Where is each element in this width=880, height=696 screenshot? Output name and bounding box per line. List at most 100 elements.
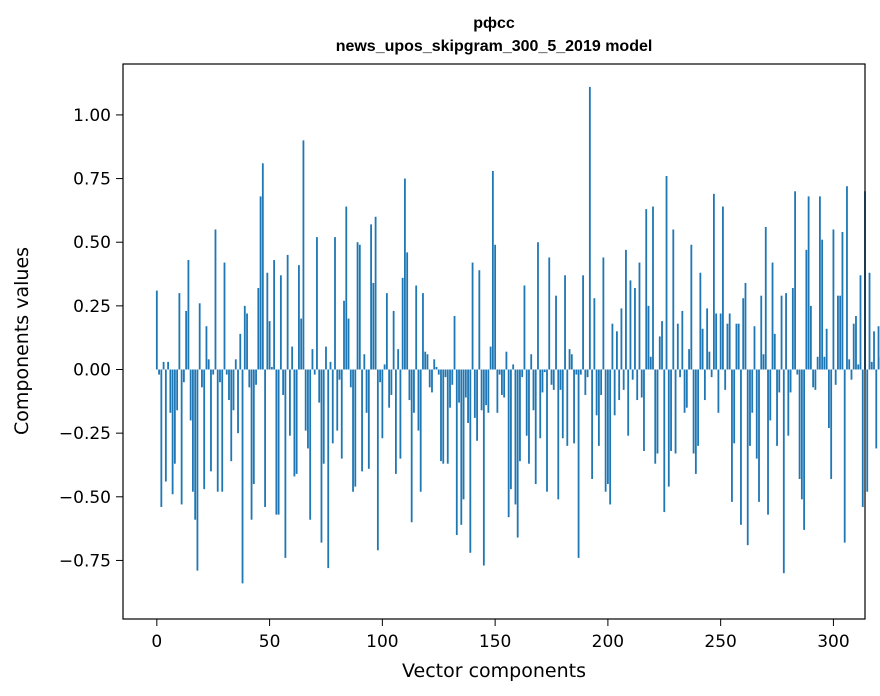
bar: [742, 298, 745, 370]
bar: [735, 323, 738, 370]
y-tick-label: 0.75: [73, 170, 111, 190]
bar: [336, 369, 339, 431]
bar: [557, 369, 560, 500]
bar: [331, 369, 334, 444]
bar: [837, 295, 839, 370]
bar: [282, 369, 285, 395]
bar: [428, 369, 431, 388]
bar: [288, 369, 291, 436]
bar: [600, 369, 603, 395]
bar: [643, 369, 645, 451]
bar: [462, 369, 465, 500]
bar: [327, 369, 330, 569]
bar: [834, 369, 837, 385]
bar: [852, 323, 855, 370]
bar: [419, 369, 422, 492]
bar: [207, 359, 210, 370]
bar: [541, 369, 544, 393]
bar: [791, 288, 794, 370]
bar: [561, 369, 564, 439]
bar: [404, 178, 406, 370]
bar: [606, 369, 609, 485]
bar: [622, 369, 625, 390]
bar: [385, 293, 388, 370]
bar: [298, 265, 300, 370]
bar: [539, 369, 542, 439]
bar: [340, 369, 343, 459]
bar: [192, 369, 194, 492]
bar: [805, 249, 808, 370]
bar: [266, 272, 269, 370]
bar: [719, 313, 722, 370]
bar: [464, 369, 467, 398]
bar: [505, 351, 508, 370]
bar: [164, 369, 167, 482]
bar: [381, 369, 384, 439]
bar: [401, 277, 404, 370]
bar: [712, 193, 715, 370]
bar: [629, 280, 632, 370]
bar: [435, 366, 438, 370]
bar: [320, 369, 323, 543]
bar: [176, 369, 179, 411]
bar: [564, 275, 566, 370]
bar: [688, 349, 690, 370]
bar: [158, 369, 160, 375]
bar: [868, 272, 871, 370]
bar: [523, 285, 526, 370]
bar: [372, 282, 375, 370]
bar: [487, 369, 490, 413]
bar: [216, 369, 219, 492]
bar: [785, 293, 787, 370]
chart-title: рфсс: [473, 15, 515, 32]
bar: [828, 369, 830, 429]
bar: [196, 369, 199, 571]
bar: [449, 369, 451, 408]
bar: [318, 369, 321, 403]
bar: [649, 356, 652, 370]
bar: [593, 298, 596, 370]
bar: [525, 369, 528, 436]
bar: [701, 328, 704, 370]
bar: [575, 369, 578, 375]
bar: [185, 310, 188, 370]
bar: [803, 369, 806, 530]
bar: [771, 262, 774, 370]
bar: [611, 323, 614, 370]
bar: [638, 262, 641, 370]
bar: [361, 369, 363, 472]
bar: [408, 369, 411, 401]
bar: [710, 369, 713, 378]
bar: [588, 86, 591, 370]
y-tick-label: −0.50: [59, 488, 111, 508]
bar: [577, 369, 580, 558]
bar: [234, 359, 237, 370]
bar: [722, 206, 724, 370]
bar: [413, 369, 415, 413]
bar: [406, 252, 409, 370]
bar: [690, 244, 693, 370]
bar: [586, 369, 589, 378]
bar: [776, 369, 778, 446]
bar: [367, 369, 370, 469]
bar: [388, 369, 391, 408]
bar: [246, 313, 248, 370]
bar: [773, 333, 776, 370]
bar: [358, 244, 361, 370]
bar: [243, 305, 246, 370]
bar: [248, 369, 251, 388]
bar: [866, 369, 869, 492]
bar: [800, 369, 803, 500]
bar: [676, 323, 679, 370]
bar: [550, 369, 553, 385]
bar: [203, 369, 206, 490]
bar: [591, 369, 594, 479]
bar: [877, 326, 880, 370]
bar: [473, 369, 476, 418]
bar: [376, 369, 379, 551]
bar: [737, 323, 740, 370]
bar: [279, 275, 282, 370]
bar: [291, 346, 294, 370]
bar: [681, 310, 684, 370]
